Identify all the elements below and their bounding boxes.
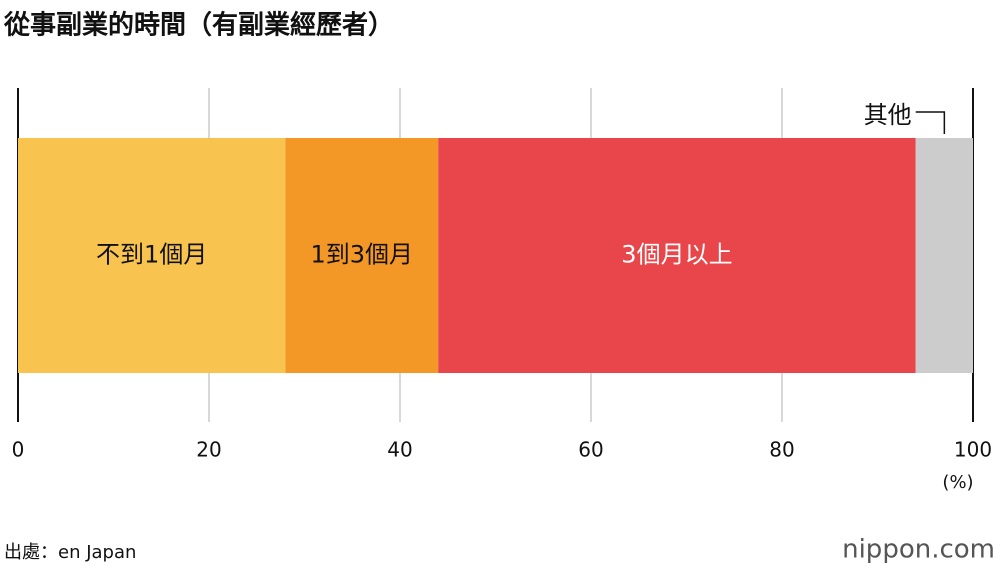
x-tick-label: 100 bbox=[954, 438, 992, 462]
bar-segment bbox=[285, 138, 439, 373]
segment-label: 其他 bbox=[864, 101, 912, 129]
x-tick-label: 40 bbox=[387, 438, 412, 462]
chart-title: 從事副業的時間（有副業經歷者） bbox=[3, 10, 394, 41]
segment-label: 1到3個月 bbox=[311, 241, 414, 269]
bar-segment bbox=[438, 138, 916, 373]
label-leader bbox=[915, 111, 946, 134]
segment-label: 不到1個月 bbox=[96, 241, 207, 269]
x-tick-label: 20 bbox=[196, 438, 221, 462]
x-tick-label: 0 bbox=[12, 438, 25, 462]
x-tick-label: 80 bbox=[769, 438, 794, 462]
logo: nippon.com bbox=[842, 535, 995, 565]
x-axis-label: (%) bbox=[942, 472, 973, 493]
bar-segment bbox=[18, 138, 286, 373]
segment-label: 3個月以上 bbox=[621, 241, 732, 269]
x-tick-label: 60 bbox=[578, 438, 603, 462]
bar-segment bbox=[915, 138, 973, 373]
source: 出處：en Japan bbox=[4, 542, 136, 563]
